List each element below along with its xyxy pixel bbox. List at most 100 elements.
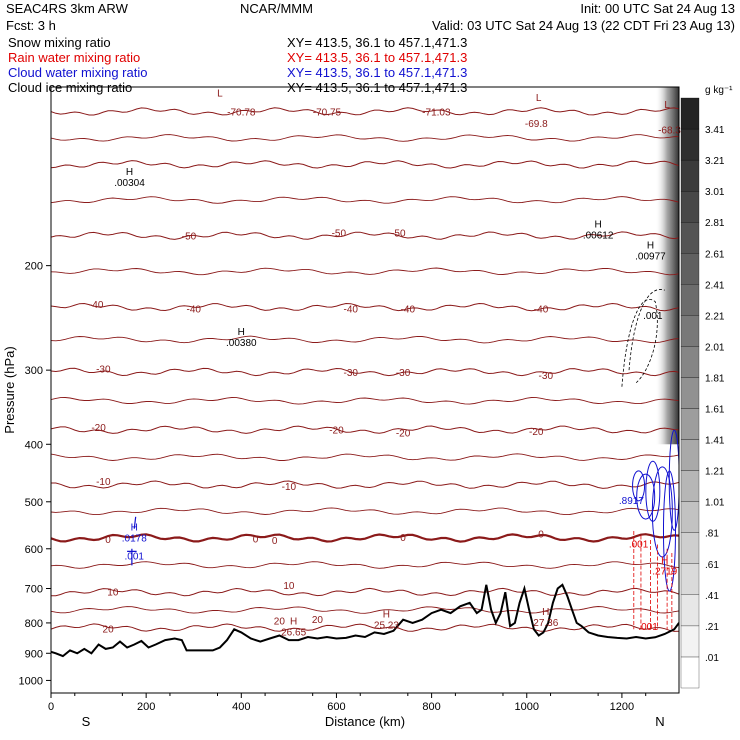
colorbar-unit: g kg⁻¹ [705,85,733,96]
x-tick-label: 800 [422,701,440,713]
y-tick-label: 1000 [19,675,43,687]
colorbar-level-label: .41 [705,591,719,602]
extremum-marker: H [647,240,654,251]
extremum-value: .001 [643,311,663,322]
isotherm-10 [51,587,679,597]
header-valid: Valid: 03 UTC Sat 24 Aug 13 (22 CDT Fri … [432,18,735,33]
x-axis-left-end-label: S [82,714,91,729]
isotherm-intermediate [51,606,679,614]
colorbar-segment [680,346,700,378]
isotherm-label: -70.78 [227,108,256,119]
colorbar-segment [680,470,700,502]
extremum-value: .8917 [619,496,644,507]
isotherm-label: -10 [282,482,297,493]
isotherm-label: -30 [96,364,111,375]
isotherm-0 [51,533,679,543]
cloud-water-contour-small [127,516,137,566]
x-tick-label: 200 [137,701,155,713]
isotherm-label: 10 [283,581,295,592]
cloud-water-shading [655,87,679,445]
extremum-marker: H [131,523,138,534]
isotherm--20 [51,425,679,434]
legend-label-cloud-water: Cloud water mixing ratio [8,65,147,80]
x-tick-label: 400 [232,701,250,713]
x-tick-label: 0 [48,701,54,713]
colorbar-level-label: 2.01 [705,342,725,353]
plot-frame [50,86,680,694]
colorbar-level-label: 3.21 [705,156,725,167]
y-axis-label: Pressure (hPa) [2,346,17,433]
colorbar-level-label: .01 [705,653,719,664]
colorbar-segment [680,439,700,471]
cloud-water-contour [636,473,656,520]
legend-xy-cloud-water: XY= 413.5, 36.1 to 457.1,471.3 [287,65,467,80]
isotherm-label: -20 [396,428,411,439]
colorbar-segment [680,563,700,595]
isotherm-label: -50 [391,229,406,240]
colorbar-level-label: 1.61 [705,405,725,416]
isotherm-intermediate [51,453,679,461]
legend-label-rain: Rain water mixing ratio [8,50,140,65]
colorbar-segment [680,594,700,627]
extremum-value: 26.65 [281,627,306,638]
extremum-value: .00380 [226,338,257,349]
x-axis: 0 200 400 600 800 1000 1200 [48,693,647,713]
cloud-ice-contour [621,299,658,387]
y-tick-label: 300 [25,365,43,377]
colorbar-segment [680,128,700,161]
header-init: Init: 00 UTC Sat 24 Aug 13 [580,1,735,16]
cloud-water-shading-area [655,87,679,445]
x-tick-label: 1200 [610,701,634,713]
temperature-isotherms [51,107,679,632]
isotherm-intermediate [51,134,679,142]
cloud-water-contour [651,466,673,558]
colorbar-segment [680,377,700,409]
isotherm-label: -69.8 [525,119,548,130]
cloud-water-contour [668,429,679,531]
x-axis-right-end-label: N [655,714,664,729]
y-tick-label: 500 [25,497,43,509]
isotherm-label: 0 [253,534,259,545]
isotherm-labels: -70.78 -70.75 -71.03 -69.8 -68.3 -50 -50 -50 -40… [89,108,681,636]
colorbar-segment [680,159,700,192]
header-org: NCAR/MMM [240,1,313,16]
colorbar-level-label: .61 [705,560,719,571]
extremum-marker: H [595,220,602,231]
colorbar-level-label: .21 [705,622,719,633]
extremum-value: .00612 [583,231,614,242]
isotherm-label: -20 [329,426,344,437]
colorbar-level-label: 3.41 [705,125,725,136]
isotherm--10 [51,480,679,489]
isotherm-label: -50 [332,229,347,240]
isotherm-intermediate [51,196,679,204]
colorbar: .01 .21 .41 .61 .81 1.01 1.21 1.41 1.61 1.81 2.01 2… [680,97,725,689]
colorbar-segment [680,625,700,658]
isotherm--40 [51,302,679,312]
colorbar-level-label: 1.81 [705,373,725,384]
extremum-marker: H [542,607,549,618]
colorbar-level-label: 2.81 [705,218,725,229]
x-tick-label: 600 [327,701,345,713]
isotherm-label: -40 [344,304,359,315]
extremum-value: 25.23 [374,620,399,631]
extremum-value: .2719 [652,566,677,577]
y-tick-label: 700 [25,584,43,596]
colorbar-level-label: 1.21 [705,467,725,478]
legend-label-snow: Snow mixing ratio [8,35,111,50]
extremum-marker: H [126,167,133,178]
cloud-water-contour [632,470,646,502]
isotherm--70 [51,107,679,116]
x-tick-label: 1000 [515,701,539,713]
y-tick-label: 900 [25,648,43,660]
extremum-value: 27.36 [533,618,558,629]
extremum-value: .001 [125,551,145,562]
colorbar-segment [680,284,700,316]
colorbar-level-label: 1.01 [705,498,725,509]
y-tick-label: 600 [25,544,43,556]
isotherm-label: -20 [529,427,544,438]
isotherm-label: -70.75 [313,108,342,119]
legend-xy-snow: XY= 413.5, 36.1 to 457.1,471.3 [287,35,467,50]
x-axis-label: Distance (km) [325,714,405,729]
header-model: SEAC4RS 3km ARW [6,1,129,16]
